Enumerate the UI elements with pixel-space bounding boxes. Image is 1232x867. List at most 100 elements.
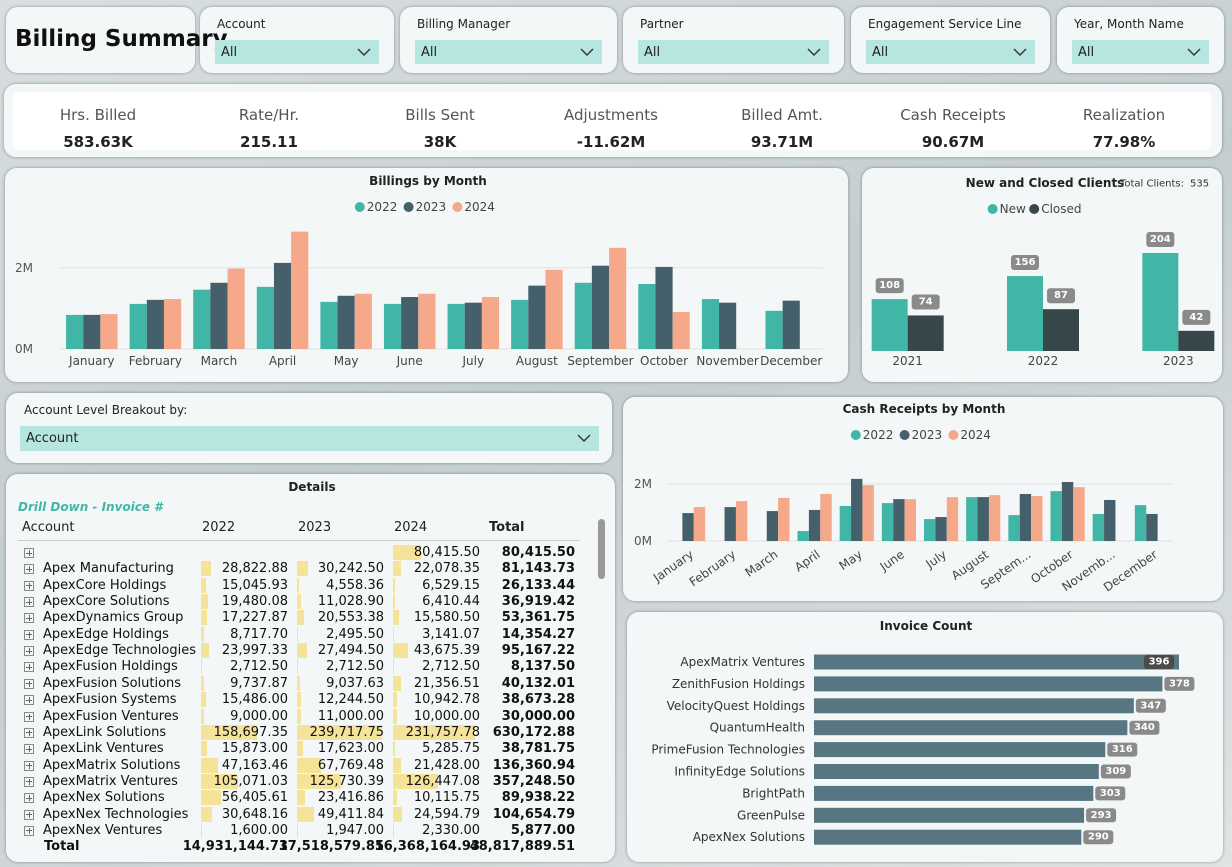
data-bar [201,790,221,806]
breakout-value: Account [26,431,79,446]
data-label-bg [1046,288,1075,304]
expand-icon[interactable] [24,744,34,755]
expand-icon[interactable] [24,597,34,608]
x-tick-label: December [760,354,822,368]
filter-dropdown[interactable]: All [215,40,379,64]
data-label-bg [1182,309,1211,325]
data-bar [201,806,212,822]
data-label: 347 [1140,700,1161,711]
cell-number: 125,730.39 [309,773,384,789]
filter-label: Engagement Service Line [868,17,1022,31]
column-header: 2022 [202,520,236,535]
y-tick-label: ApexNex Solutions [693,830,805,844]
cell-text: ApexEdge Technologies [43,643,196,659]
bar [719,302,737,349]
bar [814,829,1082,845]
bar [814,807,1085,823]
bar [814,742,1106,758]
cell-number: 5,285.75 [422,741,480,757]
expand-icon[interactable] [24,776,34,787]
header-rule [18,540,580,541]
cell-number: 5,877.00 [510,822,575,838]
cell-number: 67,769.48 [317,757,384,773]
expand-icon[interactable] [24,662,34,673]
data-bar [393,659,394,675]
cell-text: ApexLink Ventures [43,741,164,757]
bar [797,531,809,541]
expand-icon[interactable] [24,727,34,738]
bar [337,295,355,349]
expand-icon[interactable] [24,760,34,771]
breakout-dropdown[interactable]: Account [20,426,599,451]
y-tick-label: InfinityEdge Solutions [674,765,805,779]
bar [851,478,863,541]
cell-text: ApexNex Ventures [43,822,163,838]
expand-icon[interactable] [24,809,34,820]
x-tick-label: July [461,354,484,368]
expand-icon[interactable] [24,825,34,836]
y-tick-label: ApexMatrix Ventures [680,655,805,669]
data-label: 340 [1134,722,1155,733]
data-bar [201,692,207,708]
expand-icon[interactable] [24,646,34,657]
expand-icon[interactable] [24,613,34,624]
expand-icon[interactable] [24,564,34,575]
data-bar [201,659,202,675]
cell-number: 20,553.38 [317,610,384,626]
expand-icon[interactable] [24,678,34,689]
chevron-line [577,434,591,442]
bar [383,303,402,349]
x-tick-label: November [696,354,758,368]
cell-number: 4,558.36 [326,577,384,593]
bar [977,497,989,541]
cell-number: 2,712.50 [326,659,384,675]
bar [591,265,610,349]
data-label: 290 [1088,832,1109,843]
bar [1007,276,1043,351]
data-bar [393,708,397,724]
bar [966,497,978,541]
cell-number: 9,037.63 [326,675,384,691]
bar [946,497,959,541]
bar [1031,495,1043,541]
title-panel [6,7,195,73]
bar [778,497,790,541]
legend-swatch [850,430,861,440]
filter-dropdown[interactable]: All [415,40,602,64]
data-bar [393,577,396,593]
cell-number: 38,781.75 [501,741,575,757]
kpi-label: Cash Receipts [900,106,1006,124]
kpi-label: Billed Amt. [741,106,823,124]
cell-number: 231,757.78 [405,724,480,740]
expand-icon[interactable] [24,629,34,640]
bar [193,289,211,349]
cell-text: Total [44,839,80,854]
cell-number: 27,494.50 [317,643,384,659]
expand-icon[interactable] [24,695,34,706]
bar [256,286,274,349]
bar [1073,487,1085,541]
bar [83,314,101,349]
bar [481,297,500,349]
cell-number: 22,078.35 [413,561,480,577]
scrollbar[interactable] [598,519,605,579]
data-bar [201,773,239,789]
expand-icon[interactable] [24,711,34,722]
bar [1043,309,1079,351]
cell-number: 89,938.22 [501,790,575,806]
expand-icon[interactable] [24,793,34,804]
bar [66,314,84,349]
cell-number: 23,416.86 [317,790,384,806]
data-label: 204 [1150,234,1171,245]
expand-icon[interactable] [24,548,34,558]
data-label-bg [1146,232,1175,247]
expand-icon[interactable] [24,580,34,591]
bar [1134,505,1147,541]
cell-number: 10,942.78 [413,692,480,708]
filter-dropdown[interactable]: All [638,40,829,64]
x-tick-label: February [129,354,182,368]
x-tick-label: April [792,547,823,574]
filter-dropdown[interactable]: All [866,40,1035,64]
kpi-label: Rate/Hr. [238,106,300,124]
filter-dropdown[interactable]: All [1072,40,1209,64]
